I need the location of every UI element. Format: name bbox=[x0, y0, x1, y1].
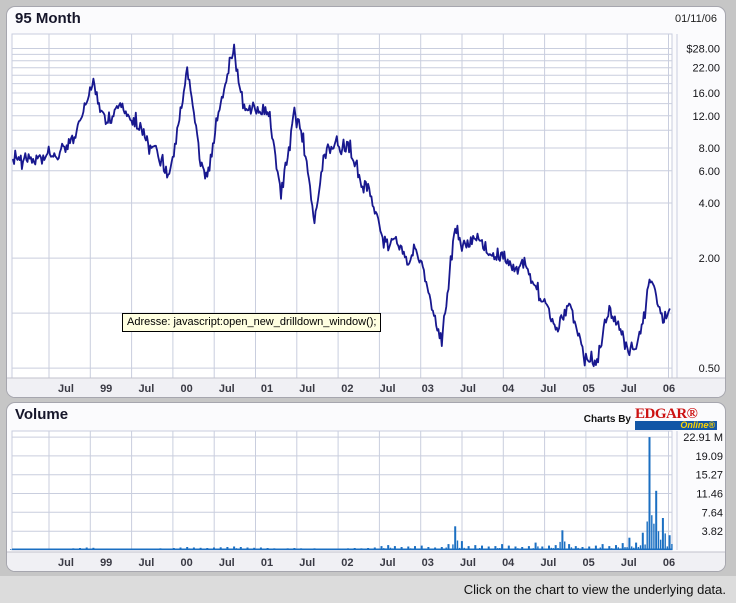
svg-text:Jul: Jul bbox=[219, 557, 235, 569]
svg-text:06: 06 bbox=[663, 383, 675, 395]
svg-text:0.50: 0.50 bbox=[699, 363, 720, 375]
svg-text:22.00: 22.00 bbox=[692, 63, 720, 75]
svg-text:Jul: Jul bbox=[299, 383, 315, 395]
svg-text:12.00: 12.00 bbox=[692, 111, 720, 123]
status-tooltip: Adresse: javascript:open_new_drilldown_w… bbox=[122, 313, 382, 332]
edgar-online-logo[interactable]: EDGAR® Online® bbox=[635, 406, 717, 430]
chart-date: 01/11/06 bbox=[674, 13, 717, 25]
svg-text:Jul: Jul bbox=[540, 557, 556, 569]
price-panel-header: 95 Month 01/11/06 bbox=[7, 7, 725, 27]
edgar-online-bar: Online® bbox=[635, 421, 717, 430]
price-panel-title: 95 Month bbox=[15, 10, 81, 27]
volume-panel-title: Volume bbox=[15, 406, 69, 423]
svg-text:$28.00: $28.00 bbox=[686, 44, 720, 56]
svg-text:2.00: 2.00 bbox=[699, 253, 720, 265]
svg-text:8.00: 8.00 bbox=[699, 143, 720, 155]
svg-text:01: 01 bbox=[261, 383, 273, 395]
svg-text:15.27: 15.27 bbox=[695, 470, 723, 482]
status-text: Click on the chart to view the underlyin… bbox=[463, 582, 726, 597]
svg-text:05: 05 bbox=[582, 557, 594, 569]
svg-text:Jul: Jul bbox=[299, 557, 315, 569]
volume-chart[interactable]: Jul 99 Jul 00 Jul 01 Jul 02 Jul 03 Jul 04 Jul 05 Jul 06… bbox=[7, 429, 726, 571]
svg-text:03: 03 bbox=[422, 557, 434, 569]
svg-text:3.82: 3.82 bbox=[702, 526, 723, 538]
price-chart[interactable]: Jul 99 Jul 00 Jul 01 Jul 02 Jul 03 Jul 04 Jul 05 Jul 06… bbox=[7, 32, 726, 398]
svg-text:16.00: 16.00 bbox=[692, 88, 720, 100]
svg-text:05: 05 bbox=[582, 383, 594, 395]
svg-text:Jul: Jul bbox=[460, 383, 476, 395]
svg-text:11.46: 11.46 bbox=[696, 489, 723, 501]
status-bar: Click on the chart to view the underlyin… bbox=[0, 576, 736, 603]
svg-text:02: 02 bbox=[341, 383, 353, 395]
svg-text:04: 04 bbox=[502, 557, 515, 569]
edgar-logo-word: EDGAR® bbox=[635, 406, 698, 422]
svg-text:Jul: Jul bbox=[380, 383, 396, 395]
svg-text:19.09: 19.09 bbox=[695, 451, 723, 463]
svg-text:03: 03 bbox=[422, 383, 434, 395]
svg-text:00: 00 bbox=[180, 383, 192, 395]
svg-text:Jul: Jul bbox=[219, 383, 235, 395]
svg-text:7.64: 7.64 bbox=[702, 507, 723, 519]
svg-text:04: 04 bbox=[502, 383, 515, 395]
svg-text:Jul: Jul bbox=[138, 383, 154, 395]
svg-text:00: 00 bbox=[180, 557, 192, 569]
svg-text:02: 02 bbox=[341, 557, 353, 569]
svg-text:06: 06 bbox=[663, 557, 675, 569]
svg-text:01: 01 bbox=[261, 557, 273, 569]
svg-text:22.91 M: 22.91 M bbox=[683, 432, 723, 444]
price-panel[interactable]: 95 Month 01/11/06 Jul 99 Jul 00 Jul 01 Jul 02 Ju… bbox=[6, 6, 726, 398]
svg-text:Jul: Jul bbox=[621, 383, 637, 395]
volume-panel-header: Volume Charts By EDGAR® Online® bbox=[7, 403, 725, 430]
svg-text:Jul: Jul bbox=[380, 557, 396, 569]
svg-text:6.00: 6.00 bbox=[699, 166, 720, 178]
svg-text:Jul: Jul bbox=[540, 383, 556, 395]
svg-text:99: 99 bbox=[100, 557, 112, 569]
charts-by-label: Charts By bbox=[583, 413, 631, 425]
svg-text:99: 99 bbox=[100, 383, 112, 395]
svg-text:Jul: Jul bbox=[58, 383, 74, 395]
svg-text:Jul: Jul bbox=[58, 557, 74, 569]
svg-text:4.00: 4.00 bbox=[699, 198, 720, 210]
charts-by-block: Charts By EDGAR® Online® bbox=[584, 406, 717, 430]
volume-panel[interactable]: Volume Charts By EDGAR® Online® Jul 99 Jul… bbox=[6, 402, 726, 572]
svg-text:Jul: Jul bbox=[138, 557, 154, 569]
svg-text:Jul: Jul bbox=[460, 557, 476, 569]
svg-text:Jul: Jul bbox=[621, 557, 637, 569]
